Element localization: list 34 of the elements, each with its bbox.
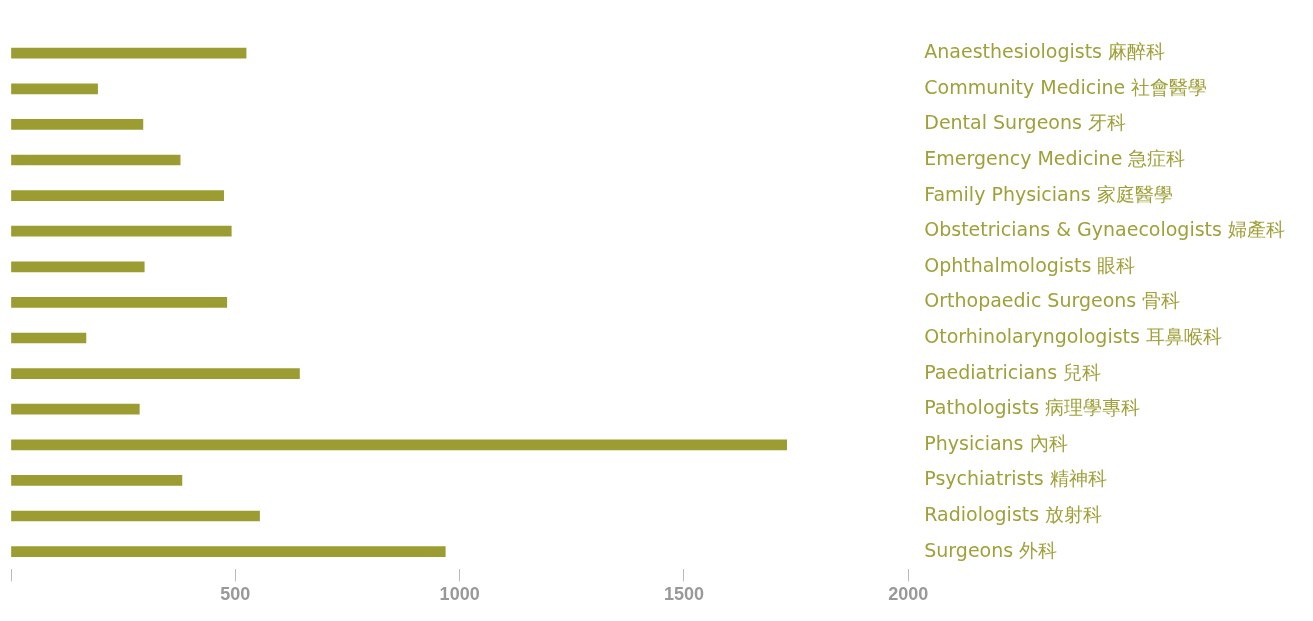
bar <box>11 546 446 557</box>
x-tick-label: 500 <box>220 584 251 605</box>
bar <box>11 47 247 59</box>
x-tick-label: 1000 <box>439 584 480 605</box>
y-tick-label: Physicians 內科 <box>924 431 1068 454</box>
bar <box>11 439 788 451</box>
bar <box>11 119 144 130</box>
y-tick-label: Emergency Medicine 急症科 <box>924 146 1186 169</box>
y-tick-label: Anaesthesiologists 麻醉科 <box>924 40 1166 63</box>
bar <box>11 332 87 344</box>
y-tick-label: Community Medicine 社會醫學 <box>924 75 1208 98</box>
y-tick-label: Psychiatrists 精神科 <box>924 467 1107 490</box>
bar <box>11 154 181 166</box>
bar <box>11 190 224 201</box>
y-tick-label: Paediatricians 兒科 <box>924 360 1102 383</box>
bar <box>11 83 98 95</box>
y-tick-label: Orthopaedic Surgeons 骨科 <box>924 289 1181 312</box>
y-tick-label: Family Physicians 家庭醫學 <box>924 182 1173 205</box>
y-tick-label: Otorhinolaryngologists 耳鼻喉科 <box>924 324 1222 347</box>
bar <box>11 261 145 273</box>
bar <box>11 403 140 415</box>
x-tick-label: 1500 <box>663 584 704 605</box>
y-tick-label: Obstetricians & Gynaecologists 婦產科 <box>924 218 1286 241</box>
bar <box>11 510 260 522</box>
y-tick-label: Dental Surgeons 牙科 <box>924 111 1126 134</box>
x-tick-label: 2000 <box>888 584 929 605</box>
bar <box>11 368 300 379</box>
bar <box>11 297 228 308</box>
y-tick-label: Pathologists 病理學專科 <box>924 396 1141 419</box>
y-tick-label: Ophthalmologists 眼科 <box>924 253 1136 276</box>
bar <box>11 225 232 237</box>
bar <box>11 475 183 486</box>
y-tick-label: Radiologists 放射科 <box>924 502 1103 525</box>
y-tick-label: Surgeons 外科 <box>924 538 1058 561</box>
